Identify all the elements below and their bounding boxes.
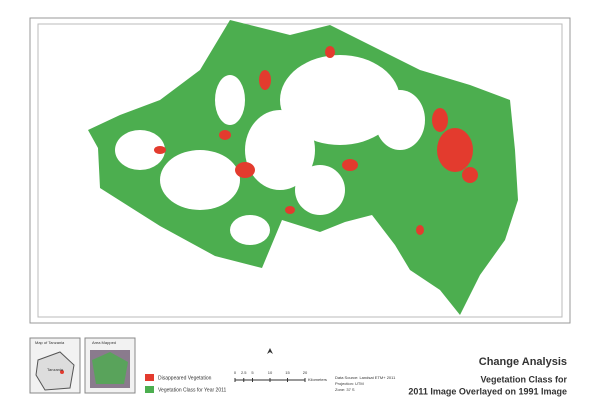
scale-bar-label: 2.5	[241, 370, 247, 375]
north-arrow	[267, 348, 273, 354]
inset-label: Tanzania	[47, 367, 64, 372]
inset-locator	[60, 370, 64, 374]
metadata-line: Zone: 37 S	[335, 387, 355, 392]
legend-swatch	[145, 386, 154, 393]
inset-country	[35, 351, 75, 391]
metadata-line: Projection: UTM	[335, 381, 364, 386]
scale-bar-label: 10	[268, 370, 273, 375]
scale-bar-label: 0	[234, 370, 237, 375]
metadata-line: Data Source: Landsat ETM+ 2011	[335, 375, 396, 380]
legend-swatch	[145, 374, 154, 381]
disappeared-patches	[154, 46, 478, 235]
map-title: Change Analysis	[479, 356, 567, 368]
scale-bar-label: 15	[285, 370, 290, 375]
inset-title: Map of Tanzania	[35, 340, 65, 345]
scale-bar-label: 20	[303, 370, 308, 375]
inset-vegetation	[92, 352, 128, 384]
legend-label: Vegetation Class for Year 2011	[158, 387, 227, 393]
scale-bar-unit: Kilometers	[308, 377, 327, 382]
inset-title: Area Mapped	[92, 340, 116, 345]
bare-patches	[115, 55, 425, 245]
scale-bar-label: 5	[251, 370, 254, 375]
legend-label: Disappeared Vegetation	[158, 375, 212, 381]
map-subtitle: Vegetation Class for	[480, 374, 567, 384]
map-neatline	[37, 23, 563, 318]
map-subtitle: 2011 Image Overlayed on 1991 Image	[408, 386, 567, 396]
